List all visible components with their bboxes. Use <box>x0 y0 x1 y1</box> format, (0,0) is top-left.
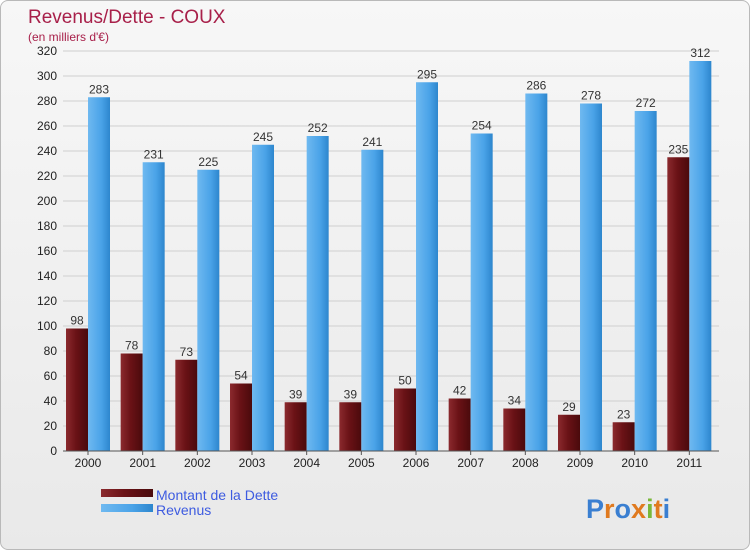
data-label-debt: 39 <box>289 387 303 401</box>
x-tick-label: 2009 <box>567 456 594 470</box>
data-label-debt: 23 <box>617 407 631 421</box>
data-label-debt: 29 <box>562 400 576 414</box>
y-tick-label: 220 <box>37 169 57 183</box>
x-tick-label: 2003 <box>239 456 266 470</box>
data-label-revenus: 245 <box>253 130 273 144</box>
data-label-debt: 54 <box>234 369 248 383</box>
bar-revenus <box>306 136 329 451</box>
data-label-revenus: 283 <box>89 82 109 96</box>
gridlines <box>63 50 719 452</box>
bar-debt <box>667 157 690 451</box>
bar-debt <box>612 422 635 451</box>
data-label-revenus: 278 <box>581 89 601 103</box>
logo-letter: i <box>663 494 671 524</box>
chart-title: Revenus/Dette - COUX <box>28 7 226 28</box>
legend: Montant de la Dette Revenus <box>101 487 278 518</box>
x-tick-label: 2004 <box>293 456 320 470</box>
data-label-revenus: 241 <box>362 135 382 149</box>
data-label-revenus: 252 <box>308 121 328 135</box>
bar-revenus <box>197 169 220 451</box>
chart-subtitle: (en milliers d'€) <box>28 30 109 44</box>
bar-debt <box>120 353 143 451</box>
bar-debt <box>175 359 198 451</box>
bar-debt <box>503 408 526 451</box>
x-tick-label: 2001 <box>129 456 156 470</box>
bar-revenus <box>580 103 602 451</box>
data-label-debt: 78 <box>125 339 139 353</box>
y-tick-label: 20 <box>44 419 58 433</box>
legend-label-revenus: Revenus <box>156 502 211 518</box>
y-tick-label: 180 <box>37 219 57 233</box>
y-tick-label: 280 <box>37 94 57 108</box>
x-tick-label: 2011 <box>676 456 702 470</box>
logo-letter: t <box>654 494 663 524</box>
bar-revenus <box>88 97 110 451</box>
bar-debt <box>339 402 362 451</box>
y-tick-label: 0 <box>50 444 57 458</box>
x-tick-label: 2005 <box>348 456 375 470</box>
y-tick-label: 80 <box>44 344 58 358</box>
y-tick-label: 120 <box>37 294 57 308</box>
y-tick-label: 300 <box>37 69 57 83</box>
bar-revenus <box>252 144 274 451</box>
x-axis-ticks: 2000 2001 2002 2003 2004 2005 2006 2007 2008 2009… <box>75 451 703 470</box>
data-label-debt: 98 <box>70 314 84 328</box>
bar-debt <box>230 383 252 451</box>
legend-swatch-revenus <box>101 504 153 512</box>
data-label-revenus: 312 <box>690 46 710 60</box>
data-label-debt: 50 <box>398 374 412 388</box>
proxiti-logo: Proxiti <box>586 494 670 524</box>
bar-debt <box>66 328 88 451</box>
bars <box>66 61 712 451</box>
bar-revenus <box>689 61 712 451</box>
y-tick-label: 160 <box>37 244 57 258</box>
logo-letter: P <box>586 494 604 524</box>
data-label-debt: 34 <box>508 394 522 408</box>
logo-letter: o <box>615 494 632 524</box>
data-label-revenus: 286 <box>526 79 546 93</box>
x-tick-label: 2006 <box>403 456 430 470</box>
data-label-debt: 42 <box>453 384 467 398</box>
bar-debt <box>448 398 471 451</box>
data-labels: 98 283 78 231 73 225 54 245 39 252 39 241 50 295 42 254… <box>70 46 710 421</box>
x-tick-label: 2000 <box>75 456 102 470</box>
x-tick-label: 2008 <box>512 456 539 470</box>
bar-revenus <box>361 149 384 451</box>
data-label-revenus: 295 <box>417 67 437 81</box>
bar-revenus <box>416 82 438 451</box>
x-tick-label: 2007 <box>457 456 484 470</box>
logo-letter: i <box>646 494 654 524</box>
y-tick-label: 200 <box>37 194 57 208</box>
logo-letter: r <box>604 494 615 524</box>
data-label-revenus: 225 <box>198 155 218 169</box>
legend-swatch-debt <box>101 489 153 497</box>
logo-letter: x <box>631 494 646 524</box>
bar-revenus <box>470 133 493 451</box>
bar-revenus <box>525 93 548 451</box>
bar-debt <box>394 388 416 451</box>
data-label-revenus: 254 <box>472 119 492 133</box>
legend-label-debt: Montant de la Dette <box>156 487 278 503</box>
bar-debt <box>284 402 307 451</box>
data-label-debt: 73 <box>180 345 194 359</box>
y-tick-label: 100 <box>37 319 57 333</box>
y-tick-label: 320 <box>37 44 57 58</box>
y-tick-label: 60 <box>44 369 58 383</box>
data-label-revenus: 231 <box>144 147 164 161</box>
y-axis-ticks: 0 20 40 60 80 100 120 140 160 180 200 220 240 260 280 3… <box>37 44 57 458</box>
data-label-revenus: 272 <box>636 96 656 110</box>
y-tick-label: 240 <box>37 144 57 158</box>
x-tick-label: 2002 <box>184 456 211 470</box>
y-tick-label: 140 <box>37 269 57 283</box>
x-tick-label: 2010 <box>621 456 648 470</box>
data-label-debt: 235 <box>668 142 688 156</box>
data-label-debt: 39 <box>344 387 358 401</box>
bar-revenus <box>634 111 657 451</box>
bar-revenus <box>142 162 165 451</box>
bar-debt <box>558 414 580 451</box>
y-tick-label: 40 <box>44 394 58 408</box>
y-tick-label: 260 <box>37 119 57 133</box>
